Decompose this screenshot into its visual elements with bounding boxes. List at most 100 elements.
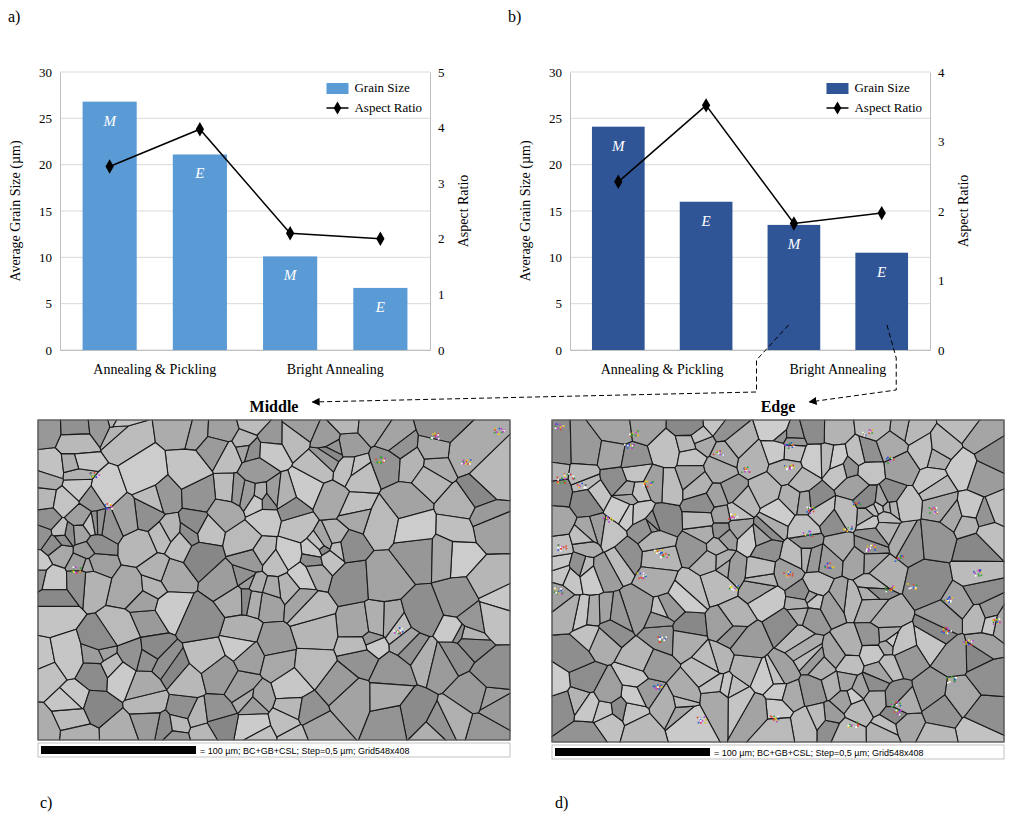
speckle (73, 566, 75, 568)
speckle (76, 572, 78, 574)
speckle (642, 578, 644, 580)
legend-entry: Grain Size (826, 80, 909, 95)
speckle (737, 516, 739, 518)
speckle (573, 478, 575, 480)
grain (38, 420, 61, 449)
speckle (886, 589, 888, 591)
marker (702, 98, 710, 112)
speckle (437, 435, 439, 437)
speckle (788, 573, 790, 575)
speckle (700, 719, 702, 721)
grain (433, 615, 462, 642)
speckle (734, 514, 736, 516)
speckle (853, 502, 855, 504)
speckle (585, 484, 587, 486)
grain (417, 435, 450, 459)
speckle (807, 507, 809, 509)
speckle (862, 432, 864, 434)
speckle (809, 507, 811, 509)
speckle (630, 435, 632, 437)
tick: 30 (39, 65, 60, 80)
grain (610, 590, 633, 632)
speckle (867, 546, 869, 548)
grain (61, 454, 78, 473)
speckle (658, 641, 660, 643)
tick-label: 4 (938, 65, 945, 80)
speckle (700, 722, 702, 724)
grain (854, 420, 891, 441)
speckle (466, 459, 468, 461)
tick-label: 15 (39, 204, 52, 219)
speckle (89, 473, 91, 475)
speckle (73, 571, 75, 573)
speckle (902, 555, 904, 557)
speckle (909, 587, 911, 589)
tick: 3 (930, 134, 945, 149)
speckle (91, 476, 93, 478)
speckle (735, 518, 737, 520)
grain (334, 637, 367, 657)
speckle (628, 444, 630, 446)
speckle (561, 546, 563, 548)
grain (892, 621, 916, 656)
speckle (786, 468, 788, 470)
caption: = 100 µm; BC+GB+CSL; Step=0,5 µm; Grid54… (714, 748, 923, 758)
grain (985, 489, 1004, 526)
speckle (80, 567, 82, 569)
speckle (863, 435, 865, 437)
speckle (869, 547, 871, 549)
marker (376, 232, 384, 246)
plot-area (592, 98, 908, 350)
speckle (664, 640, 666, 642)
speckle (563, 481, 565, 483)
speckle (399, 627, 401, 629)
speckle (857, 721, 859, 723)
speckle (660, 685, 662, 687)
legend-label: Grain Size (354, 80, 409, 95)
speckle (572, 477, 574, 479)
speckle (402, 631, 404, 633)
speckle (994, 619, 996, 621)
grain (278, 573, 300, 605)
speckle (854, 502, 856, 504)
micrograph-title: Middle (250, 398, 299, 415)
arrow (312, 325, 788, 402)
tick: 5 (46, 296, 61, 311)
grain (204, 693, 237, 721)
speckle (889, 457, 891, 459)
y2-axis: 012345 (430, 65, 445, 358)
grain (765, 654, 785, 684)
speckle (729, 588, 731, 590)
speckle (500, 428, 502, 430)
speckle (401, 628, 403, 630)
speckle (702, 720, 704, 722)
speckle (935, 511, 937, 513)
speckle (903, 556, 905, 558)
speckle (636, 431, 638, 433)
speckle (947, 627, 949, 629)
speckle (953, 678, 955, 680)
speckle (657, 549, 659, 551)
speckle (971, 641, 973, 643)
speckle (893, 705, 895, 707)
axis-line (60, 73, 61, 351)
tick: 30 (549, 65, 570, 80)
speckle (560, 546, 562, 548)
grain (260, 650, 296, 683)
marker (196, 122, 204, 136)
bar-labels: MEME (102, 113, 385, 315)
speckles (554, 423, 1001, 728)
speckle (554, 587, 556, 589)
grain (232, 472, 245, 506)
category-label: M (787, 236, 802, 252)
category-label: E (876, 264, 886, 280)
speckle (734, 517, 736, 519)
speckle (971, 644, 973, 646)
grain (38, 590, 79, 607)
speckle (745, 468, 747, 470)
marker (286, 226, 294, 240)
grain (574, 692, 599, 722)
speckle (965, 643, 967, 645)
grain (831, 717, 866, 742)
grid-line (60, 72, 430, 73)
